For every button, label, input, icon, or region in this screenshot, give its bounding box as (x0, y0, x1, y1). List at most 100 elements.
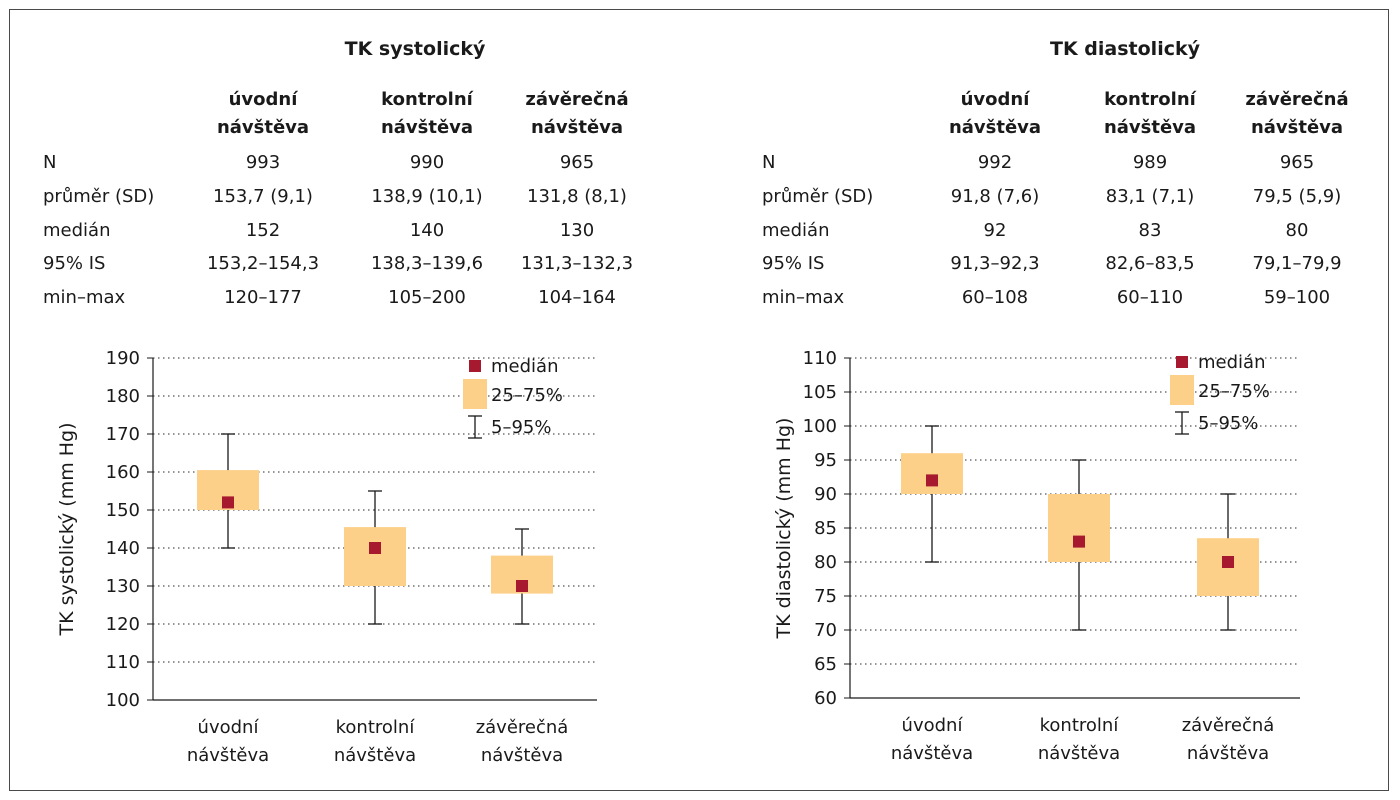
legend-box-swatch (1170, 375, 1194, 405)
table-cell: 80 (1285, 220, 1309, 241)
col-header-control: kontrolní návštěva (1075, 86, 1225, 142)
table-cell: 131,8 (8,1) (527, 186, 627, 207)
table-cell: 153,2–154,3 (206, 253, 320, 274)
legend-box-label: 25–75% (491, 385, 563, 406)
col-header-line: návštěva (380, 117, 474, 138)
table-cell: 153,7 (9,1) (213, 186, 313, 207)
y-tick-label: 95 (814, 450, 837, 471)
legend-box-swatch (463, 379, 487, 409)
median-marker (516, 580, 528, 592)
systolic-table-title: TK systolický (344, 38, 486, 60)
row-label-minmax: min–max (43, 287, 126, 308)
col-header-final: závěrečná návštěva (1222, 86, 1372, 142)
table-cell: 82,6–83,5 (1105, 253, 1195, 274)
col-header-line: návštěva (1250, 117, 1344, 138)
table-cell: 83,1 (7,1) (1105, 186, 1195, 207)
table-cell: 130 (559, 220, 595, 241)
iqr-box (1048, 494, 1110, 562)
y-tick-label: 160 (106, 462, 140, 483)
legend-whisker-label: 5–95% (1198, 413, 1258, 434)
legend-median-swatch (1176, 356, 1188, 368)
median-marker (1073, 535, 1085, 548)
median-marker (222, 496, 234, 509)
row-label-n: N (762, 152, 776, 173)
table-cell: 990 (409, 152, 445, 173)
x-category-label: kontrolní (336, 717, 416, 738)
table-cell: 138,3–139,6 (370, 253, 484, 274)
col-header-line: závěrečná (1245, 89, 1349, 110)
table-cell: 965 (1279, 152, 1315, 173)
table-cell: 79,5 (5,9) (1252, 186, 1342, 207)
row-label-median: medián (762, 220, 830, 241)
y-tick-label: 110 (106, 652, 140, 673)
y-tick-label: 80 (814, 552, 837, 573)
col-header-initial: úvodní návštěva (188, 86, 338, 142)
diastolic-table-title: TK diastolický (1050, 38, 1200, 60)
table-cell: 120–177 (224, 287, 302, 308)
col-header-final: závěrečná návštěva (502, 86, 652, 142)
col-header-line: návštěva (1103, 117, 1197, 138)
y-tick-label: 190 (106, 348, 140, 369)
table-cell: 60–108 (961, 287, 1029, 308)
y-tick-label: 85 (814, 518, 837, 539)
y-tick-label: 105 (803, 382, 837, 403)
table-cell: 992 (977, 152, 1013, 173)
y-axis-title: TK systolický (mm Hg) (56, 422, 78, 636)
col-header-control: kontrolní návštěva (352, 86, 502, 142)
x-category-label: návštěva (1187, 743, 1269, 764)
y-tick-label: 110 (803, 348, 837, 369)
figure-frame (9, 9, 1389, 791)
y-tick-label: 100 (106, 690, 140, 711)
iqr-box (344, 527, 406, 586)
y-tick-label: 90 (814, 484, 837, 505)
median-marker (1222, 556, 1234, 568)
col-header-line: návštěva (216, 117, 310, 138)
table-cell: 105–200 (388, 287, 466, 308)
x-category-label: úvodní (198, 717, 260, 738)
table-cell: 965 (559, 152, 595, 173)
col-header-line: kontrolní (381, 89, 473, 110)
y-tick-label: 150 (106, 500, 140, 521)
legend-median-label: medián (1198, 352, 1265, 373)
y-tick-label: 120 (106, 614, 140, 635)
table-cell: 989 (1132, 152, 1168, 173)
col-header-line: návštěva (948, 117, 1042, 138)
col-header-line: závěrečná (525, 89, 629, 110)
table-cell: 131,3–132,3 (520, 253, 634, 274)
x-category-label: návštěva (334, 745, 416, 766)
y-tick-label: 130 (106, 576, 140, 597)
iqr-box (901, 453, 963, 494)
row-label-ci: 95% IS (43, 253, 106, 274)
x-category-label: kontrolní (1040, 715, 1120, 736)
row-label-minmax: min–max (762, 287, 845, 308)
table-cell: 104–164 (538, 287, 616, 308)
y-tick-label: 60 (814, 688, 837, 709)
col-header-line: úvodní (228, 89, 298, 110)
legend-median-label: medián (491, 356, 558, 377)
systolic-box-chart: 100 110 120 130 140 150 160 170 180 190 TK systoli… (56, 348, 597, 766)
median-marker (926, 474, 938, 487)
table-cell: 83 (1138, 220, 1162, 241)
diastolic-panel: TK diastolický úvodní návštěva kontrolní… (700, 0, 1400, 800)
y-tick-label: 70 (814, 620, 837, 641)
table-cell: 59–100 (1263, 287, 1331, 308)
y-tick-label: 100 (803, 416, 837, 437)
row-label-median: medián (43, 220, 111, 241)
y-tick-label: 140 (106, 538, 140, 559)
legend-whisker-label: 5–95% (491, 417, 551, 438)
legend-box-label: 25–75% (1198, 381, 1270, 402)
table-cell: 91,8 (7,6) (950, 186, 1040, 207)
table-cell: 91,3–92,3 (950, 253, 1040, 274)
x-category-label: závěrečná (1182, 715, 1275, 736)
diastolic-box-chart: 60 65 70 75 80 85 90 95 100 105 110 TK diastolický … (773, 348, 1300, 764)
table-cell: 140 (409, 220, 445, 241)
table-cell: 152 (245, 220, 281, 241)
median-marker (369, 542, 381, 554)
col-header-line: návštěva (530, 117, 624, 138)
row-label-mean: průměr (SD) (762, 186, 874, 207)
table-cell: 60–110 (1116, 287, 1184, 308)
y-tick-label: 65 (814, 654, 837, 675)
x-category-label: úvodní (902, 715, 964, 736)
x-category-label: návštěva (481, 745, 563, 766)
y-axis-title: TK diastolický (mm Hg) (773, 418, 795, 640)
